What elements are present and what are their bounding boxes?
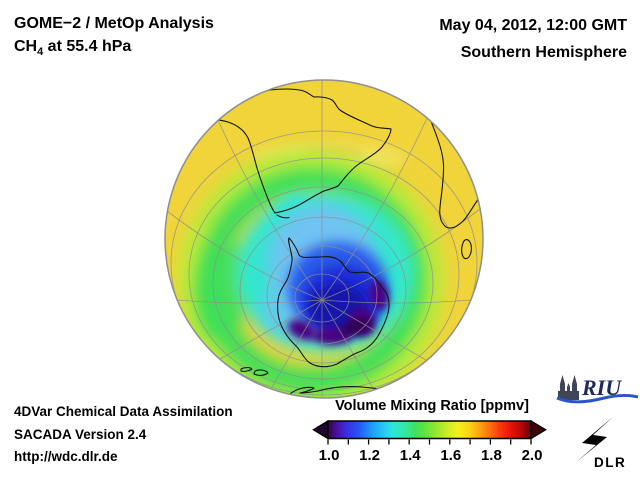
globe-rim bbox=[164, 79, 484, 399]
colorbar bbox=[312, 419, 548, 452]
coastlines bbox=[194, 88, 483, 395]
colorbar-tick-label: 1.2 bbox=[359, 447, 381, 464]
colorbar-tick-label: 1.4 bbox=[399, 447, 421, 464]
colorbar-left-arrow bbox=[312, 419, 329, 440]
colorbar-right-arrow bbox=[530, 419, 547, 440]
dlr-logo-icon bbox=[575, 416, 614, 463]
antarctica-outline bbox=[277, 237, 390, 368]
riu-cathedral-icon bbox=[558, 375, 579, 400]
datetime-block: May 04, 2012, 12:00 GMT Southern Hemisph… bbox=[439, 12, 627, 66]
colorbar-title: Volume Mixing Ratio [ppmv] bbox=[335, 398, 529, 414]
version-label: SACADA Version 2.4 bbox=[14, 426, 147, 442]
colorbar-ticks bbox=[327, 439, 532, 445]
colorbar-tick-labels: 1.0 1.2 1.4 1.6 1.8 2.0 bbox=[312, 447, 548, 465]
colorbar-tick-label: 2.0 bbox=[521, 447, 543, 464]
new-zealand-outline bbox=[240, 366, 269, 376]
hemisphere-label: Southern Hemisphere bbox=[460, 44, 627, 61]
assimilation-label: 4DVar Chemical Data Assimilation bbox=[14, 404, 233, 419]
colorbar-tick-label: 1.6 bbox=[440, 447, 462, 464]
page-title: GOME−2 / MetOp Analysis bbox=[14, 15, 214, 32]
credits-block: 4DVar Chemical Data Assimilation SACADA … bbox=[14, 401, 233, 469]
riu-logo: RIU bbox=[556, 375, 639, 404]
colorbar-tick-label: 1.8 bbox=[480, 447, 502, 464]
colorbar-gradient bbox=[327, 420, 532, 440]
south-america-outline bbox=[194, 88, 392, 214]
riu-wave-icon bbox=[556, 393, 639, 404]
analysis-datetime: May 04, 2012, 12:00 GMT bbox=[439, 17, 627, 34]
website-url: http://wdc.dlr.de bbox=[14, 449, 118, 464]
title-block: GOME−2 / MetOp Analysis CH4 at 55.4 hPa bbox=[14, 12, 214, 64]
graticule bbox=[166, 80, 481, 398]
africa-outline bbox=[430, 120, 483, 229]
dlr-logo: DLR bbox=[575, 416, 626, 470]
pressure-level-label: CH4 at 55.4 hPa bbox=[14, 38, 132, 59]
tierra-del-fuego-outline bbox=[276, 214, 290, 219]
australia-coast-outline bbox=[289, 386, 399, 395]
dlr-logo-text: DLR bbox=[594, 455, 626, 470]
colorbar-tick-label: 1.0 bbox=[318, 447, 340, 464]
madagascar-outline bbox=[461, 239, 472, 260]
